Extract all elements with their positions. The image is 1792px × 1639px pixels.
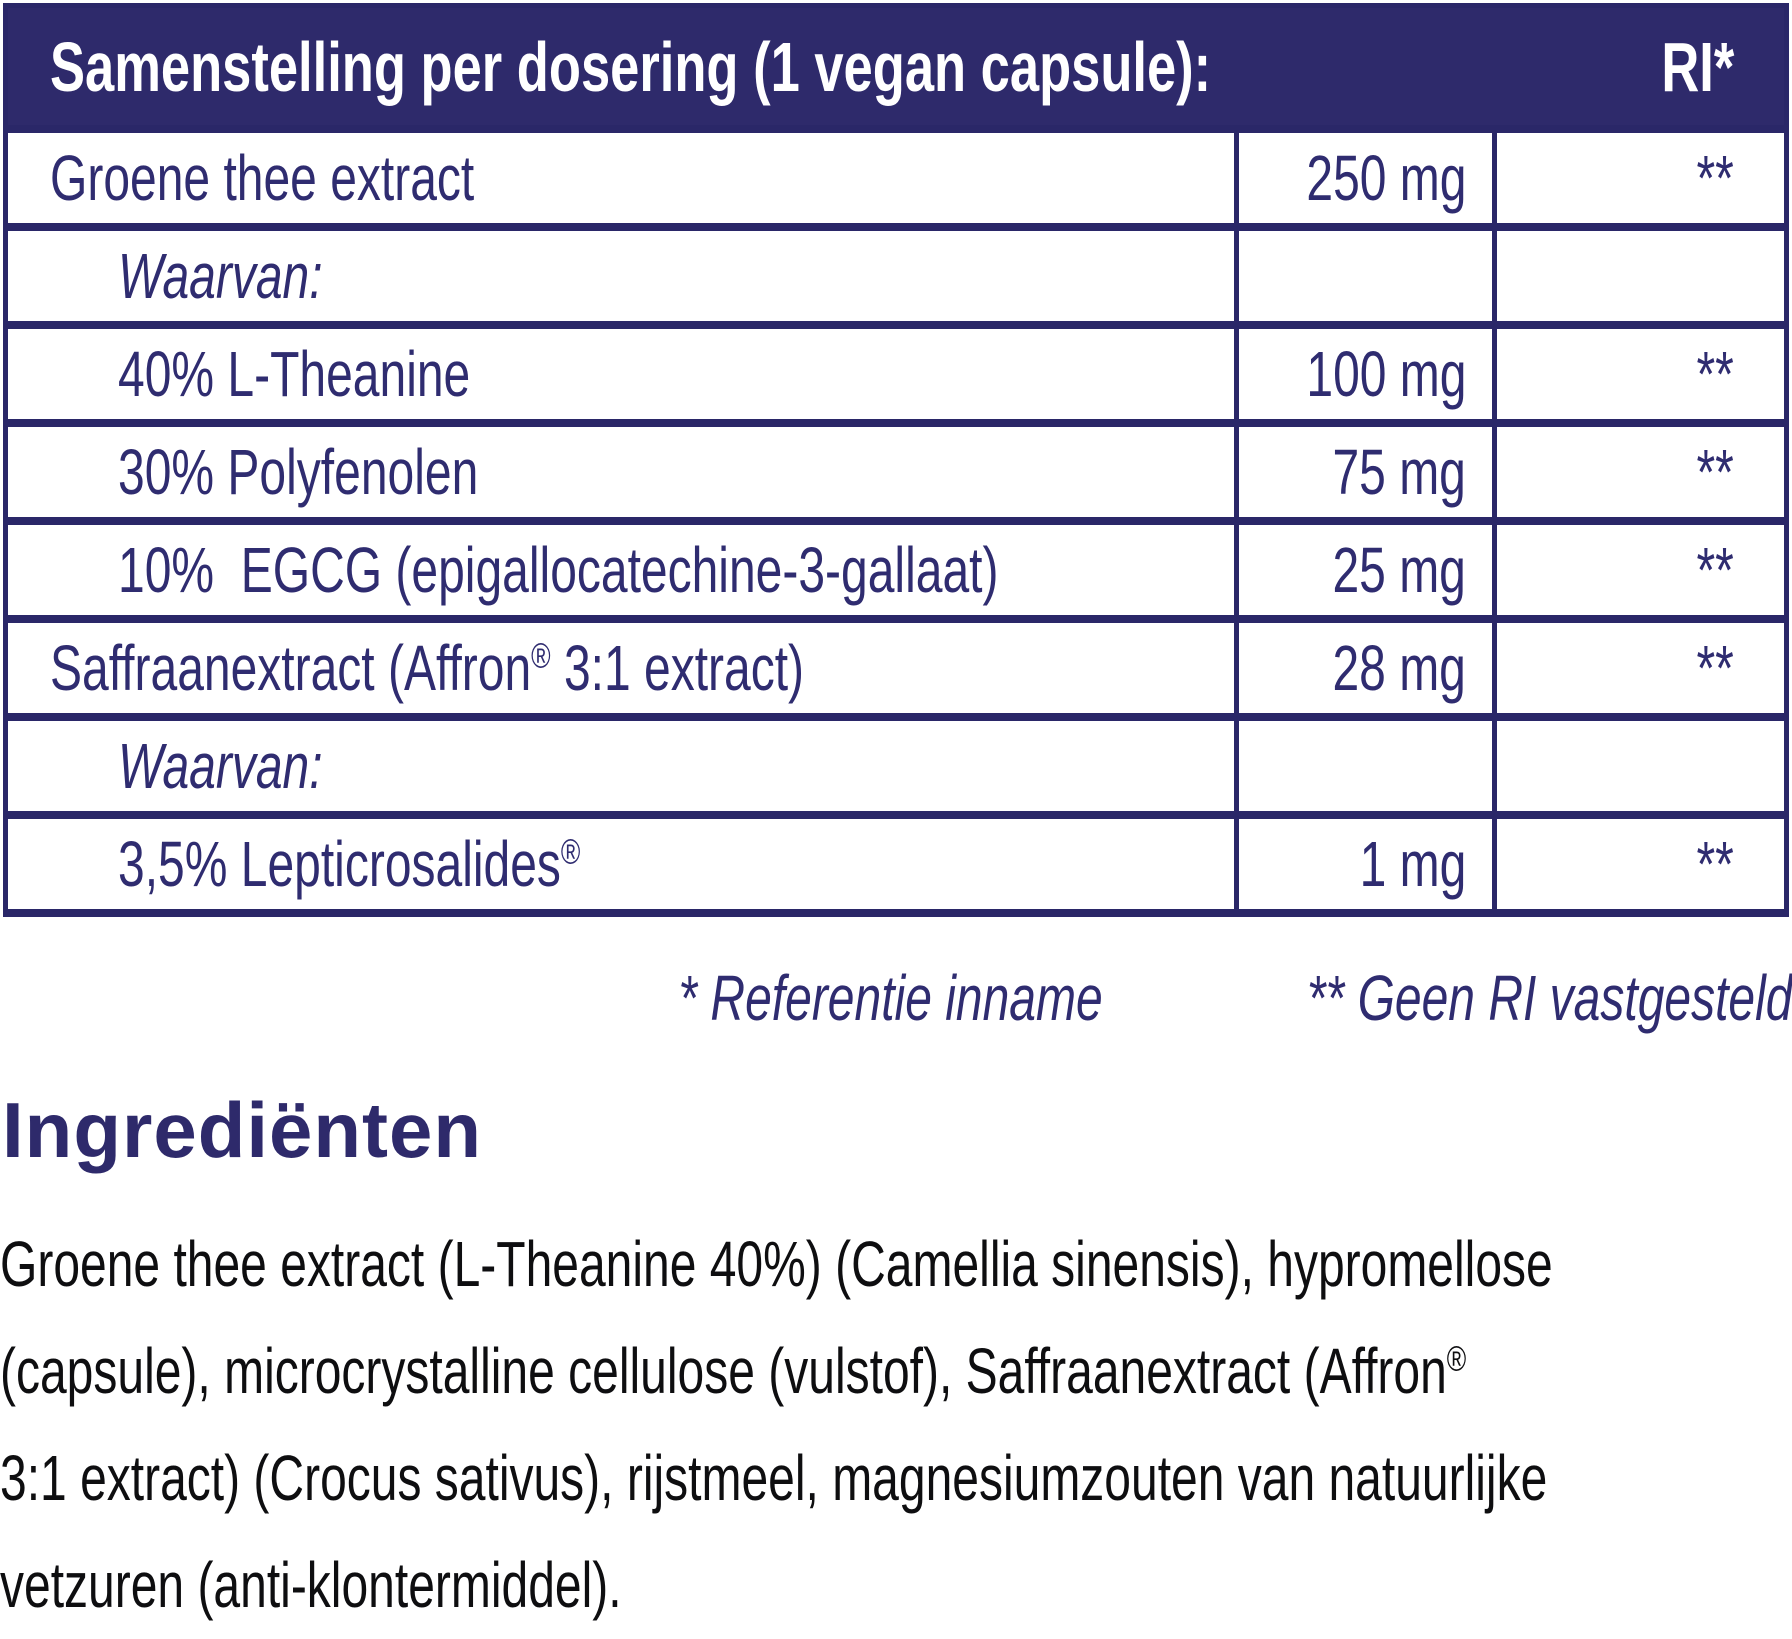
ingredient-name-cell: Groene thee extract [50,142,475,214]
ri-column-header: RI* [1661,27,1734,106]
ri-cell [1497,231,1784,321]
ingredient-name-cell: 40% L-Theanine [118,338,471,410]
ri-cell: ** [1696,142,1734,214]
ingredients-heading: Ingrediënten [2,1086,483,1174]
table-row: 10% EGCG (epigallocatechine-3-gallaat) 2… [8,517,1784,615]
ingredients-paragraph: Groene thee extract (L-Theanine 40%) (Ca… [0,1211,1792,1639]
table-title: Samenstelling per dosering (1 vegan caps… [50,27,1212,106]
amount-cell: 1 mg [1234,819,1497,909]
ingredient-name-cell: Saffraanextract (Affron® 3:1 extract) [50,632,805,704]
table-row: Waarvan: [8,223,1784,321]
table-row: 40% L-Theanine 100 mg ** [8,321,1784,419]
ri-cell: ** [1696,632,1734,704]
ingredients-line: vetzuren (anti-klontermiddel). [0,1549,622,1621]
footnote-no-ri: ** Geen RI vastgesteld [1306,962,1792,1034]
ingredient-name-cell: Waarvan: [118,240,323,312]
table-row: 3,5% Lepticrosalides® 1 mg ** [8,811,1784,909]
ingredients-line: 3:1 extract) (Crocus sativus), rijstmeel… [0,1442,1548,1514]
supplement-label: Samenstelling per dosering (1 vegan caps… [0,3,1792,1639]
ingredient-name-cell: Waarvan: [118,730,323,802]
ingredient-name-cell: 30% Polyfenolen [118,436,479,508]
composition-table: Samenstelling per dosering (1 vegan caps… [3,3,1789,917]
ri-cell: ** [1696,338,1734,410]
amount-cell: 100 mg [1234,329,1497,419]
ri-cell: ** [1696,436,1734,508]
table-header-bar: Samenstelling per dosering (1 vegan caps… [8,8,1784,125]
ingredients-line: (capsule), microcrystalline cellulose (v… [0,1335,1467,1407]
table-row: 30% Polyfenolen 75 mg ** [8,419,1784,517]
ingredient-name-cell: 10% EGCG (epigallocatechine-3-gallaat) [118,534,999,606]
amount-cell: 28 mg [1234,623,1497,713]
ri-cell: ** [1696,534,1734,606]
amount-cell: 250 mg [1234,133,1497,223]
reference-footnote: * Referentie inname ** Geen RI vastgestel… [0,963,1792,1033]
amount-cell [1234,231,1497,321]
ri-cell: ** [1696,828,1734,900]
ingredients-line: Groene thee extract (L-Theanine 40%) (Ca… [0,1228,1553,1300]
table-row: Saffraanextract (Affron® 3:1 extract) 28… [8,615,1784,713]
table-row: Groene thee extract 250 mg ** [8,125,1784,223]
ri-cell [1497,721,1784,811]
amount-cell: 75 mg [1234,427,1497,517]
amount-cell [1234,721,1497,811]
footnote-reference-intake: * Referentie inname [678,962,1103,1034]
ingredient-name-cell: 3,5% Lepticrosalides® [118,828,581,900]
amount-cell: 25 mg [1234,525,1497,615]
table-row: Waarvan: [8,713,1784,811]
